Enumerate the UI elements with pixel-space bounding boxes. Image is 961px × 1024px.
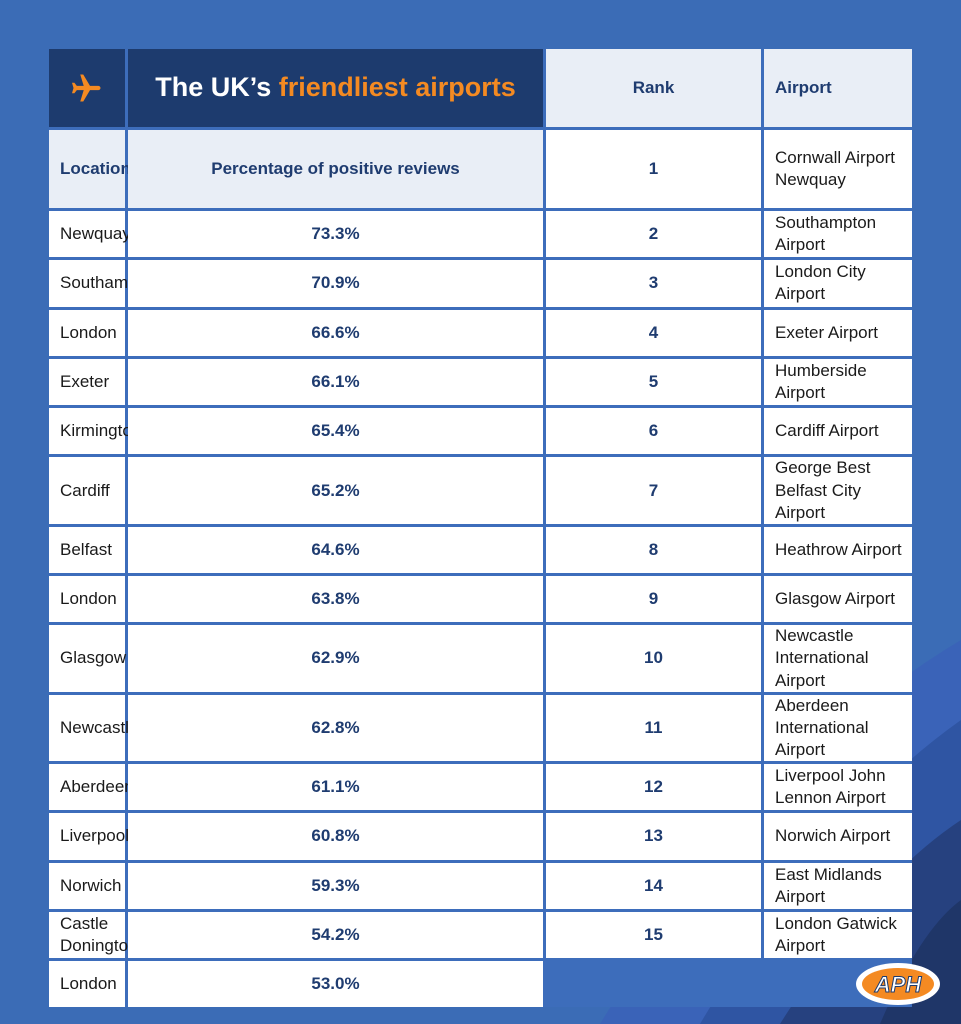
cell-rank: 9 bbox=[546, 576, 761, 623]
cell-location: Exeter bbox=[49, 358, 125, 406]
cell-percentage: 66.1% bbox=[128, 358, 543, 406]
header-airport: Airport bbox=[764, 49, 912, 127]
cell-percentage: 62.9% bbox=[128, 625, 543, 692]
cell-location: London bbox=[49, 961, 125, 1008]
cell-airport: Norwich Airport bbox=[764, 813, 912, 860]
header-percentage: Percentage of positive reviews bbox=[128, 130, 543, 208]
cell-rank: 8 bbox=[546, 526, 761, 574]
cell-location: Cardiff bbox=[49, 457, 125, 524]
cell-rank: 7 bbox=[546, 457, 761, 524]
cell-location: Newquay bbox=[49, 211, 131, 258]
cell-airport: Glasgow Airport bbox=[764, 576, 912, 623]
cell-airport: London Gatwick Airport bbox=[764, 911, 912, 959]
cell-rank: 6 bbox=[546, 408, 761, 455]
cell-percentage: 70.9% bbox=[128, 260, 543, 307]
cell-rank: 3 bbox=[546, 260, 761, 307]
cell-airport: Liverpool John Lennon Airport bbox=[764, 763, 912, 811]
cell-airport: Southampton Airport bbox=[764, 211, 912, 258]
cell-airport: George Best Belfast City Airport bbox=[764, 457, 912, 524]
cell-rank: 4 bbox=[546, 309, 761, 356]
cell-location: London bbox=[49, 576, 125, 623]
cell-percentage: 73.3% bbox=[128, 211, 543, 258]
cell-location: Aberdeen bbox=[49, 763, 134, 811]
header-location: Location bbox=[49, 130, 131, 208]
cell-percentage: 62.8% bbox=[128, 694, 543, 761]
cell-percentage: 61.1% bbox=[128, 763, 543, 811]
cell-rank: 14 bbox=[546, 862, 761, 909]
cell-location: Southampton bbox=[49, 260, 161, 307]
cell-rank: 1 bbox=[546, 130, 761, 208]
cell-percentage: 54.2% bbox=[128, 911, 543, 959]
title-line: The UK’s friendliest airports bbox=[155, 70, 516, 105]
cell-percentage: 63.8% bbox=[128, 576, 543, 623]
cell-location: Norwich bbox=[49, 862, 125, 909]
airplane-icon bbox=[72, 74, 101, 102]
cell-location: Liverpool bbox=[49, 813, 129, 860]
cell-airport: Cornwall Airport Newquay bbox=[764, 130, 912, 208]
header-rank: Rank bbox=[546, 49, 761, 127]
cell-location: Belfast bbox=[49, 526, 125, 574]
title-prefix: The UK’s bbox=[155, 72, 279, 103]
cell-location: Newcastle bbox=[49, 694, 138, 761]
cell-location: Castle Donington bbox=[49, 911, 138, 959]
cell-airport: East Midlands Airport bbox=[764, 862, 912, 909]
cell-percentage: 65.2% bbox=[128, 457, 543, 524]
table-title: The UK’s friendliest airports bbox=[128, 49, 543, 127]
cell-airport: London City Airport bbox=[764, 260, 912, 307]
aph-logo: APH bbox=[855, 962, 941, 1011]
cell-airport: Cardiff Airport bbox=[764, 408, 912, 455]
cell-rank: 11 bbox=[546, 694, 761, 761]
cell-airport: Newcastle International Airport bbox=[764, 625, 912, 692]
airports-table: The UK’s friendliest airports Rank Airpo… bbox=[49, 49, 912, 1008]
cell-location: Glasgow bbox=[49, 625, 126, 692]
title-highlight: friendliest airports bbox=[278, 72, 516, 103]
cell-rank: 12 bbox=[546, 763, 761, 811]
cell-rank: 13 bbox=[546, 813, 761, 860]
cell-percentage: 59.3% bbox=[128, 862, 543, 909]
cell-percentage: 60.8% bbox=[128, 813, 543, 860]
cell-rank: 10 bbox=[546, 625, 761, 692]
cell-percentage: 64.6% bbox=[128, 526, 543, 574]
logo-text: APH bbox=[874, 972, 923, 997]
title-icon-cell bbox=[49, 49, 125, 127]
cell-rank: 15 bbox=[546, 911, 761, 959]
cell-percentage: 66.6% bbox=[128, 309, 543, 356]
cell-airport: Humberside Airport bbox=[764, 358, 912, 406]
cell-airport: Aberdeen International Airport bbox=[764, 694, 912, 761]
cell-rank: 5 bbox=[546, 358, 761, 406]
cell-location: London bbox=[49, 309, 125, 356]
cell-airport: Exeter Airport bbox=[764, 309, 912, 356]
cell-percentage: 65.4% bbox=[128, 408, 543, 455]
cell-rank: 2 bbox=[546, 211, 761, 258]
cell-location: Kirmington bbox=[49, 408, 141, 455]
cell-percentage: 53.0% bbox=[128, 961, 543, 1008]
cell-airport: Heathrow Airport bbox=[764, 526, 912, 574]
